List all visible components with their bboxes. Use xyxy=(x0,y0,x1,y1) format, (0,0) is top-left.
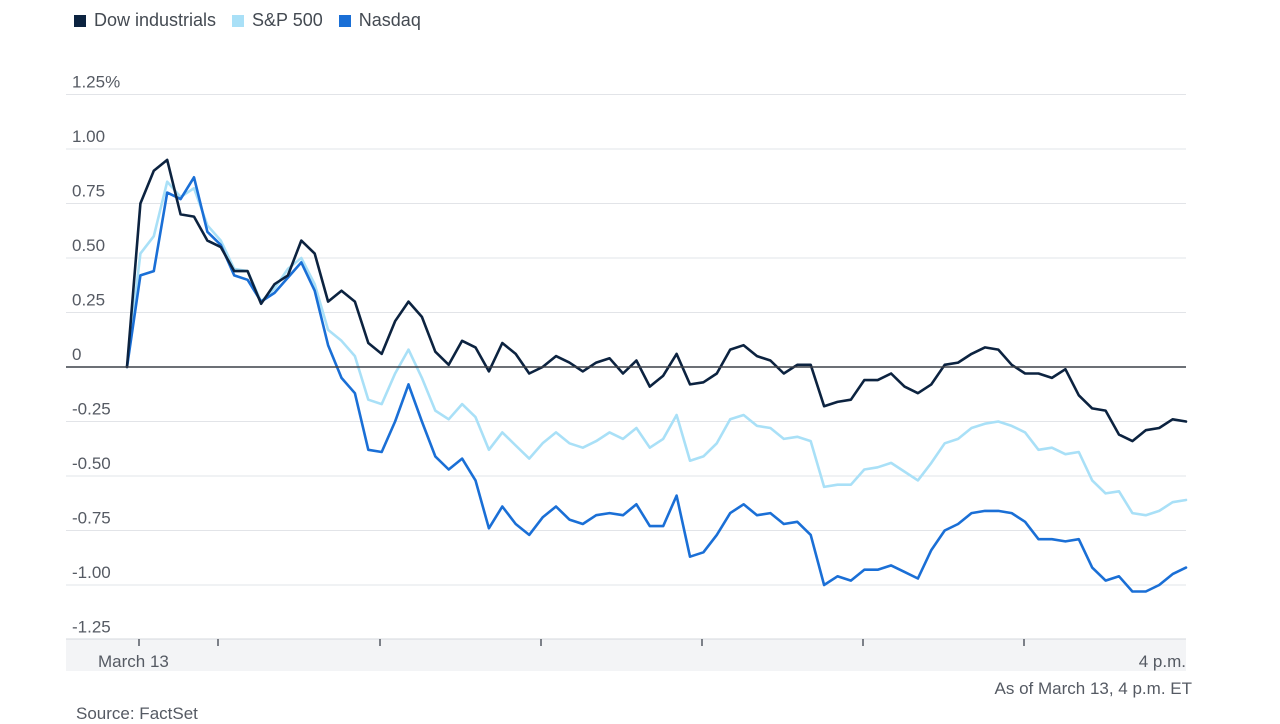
y-tick-label: 1.25% xyxy=(72,73,120,92)
legend-swatch-dow xyxy=(74,14,86,27)
y-tick-label: -1.00 xyxy=(72,563,111,582)
y-tick-label: 0.25 xyxy=(72,291,105,310)
legend-swatch-nasdaq xyxy=(338,14,351,27)
legend-label-sp500: S&P 500 xyxy=(252,10,323,30)
y-tick-label: 0.75 xyxy=(72,182,105,201)
y-tick-label: 1.00 xyxy=(72,127,105,146)
x-tick-label: March 13 xyxy=(98,652,169,671)
y-tick-label: -1.25 xyxy=(72,618,111,637)
as-of-note: As of March 13, 4 p.m. ET xyxy=(994,679,1192,698)
series-line-nasdaq xyxy=(125,176,1188,593)
legend-item-dow: Dow industrials xyxy=(74,10,216,31)
legend-item-sp500: S&P 500 xyxy=(232,10,323,31)
legend-item-nasdaq: Nasdaq xyxy=(338,10,421,31)
y-tick-label: 0 xyxy=(72,345,81,364)
y-tick-label: 0.50 xyxy=(72,236,105,255)
chart-legend: Dow industrials S&P 500 Nasdaq xyxy=(74,10,421,31)
series-line-s-p-500 xyxy=(125,180,1188,517)
series-line-dow-industrials xyxy=(125,158,1188,443)
y-tick-label: -0.50 xyxy=(72,454,111,473)
y-tick-label: -0.25 xyxy=(72,400,111,419)
legend-swatch-sp500 xyxy=(232,14,245,27)
source-note: Source: FactSet xyxy=(76,704,198,723)
legend-label-nasdaq: Nasdaq xyxy=(358,10,421,30)
y-tick-label: -0.75 xyxy=(72,509,111,528)
x-axis-band xyxy=(66,639,1186,671)
x-tick-label: 4 p.m. xyxy=(1139,652,1186,671)
legend-label-dow: Dow industrials xyxy=(94,10,217,30)
